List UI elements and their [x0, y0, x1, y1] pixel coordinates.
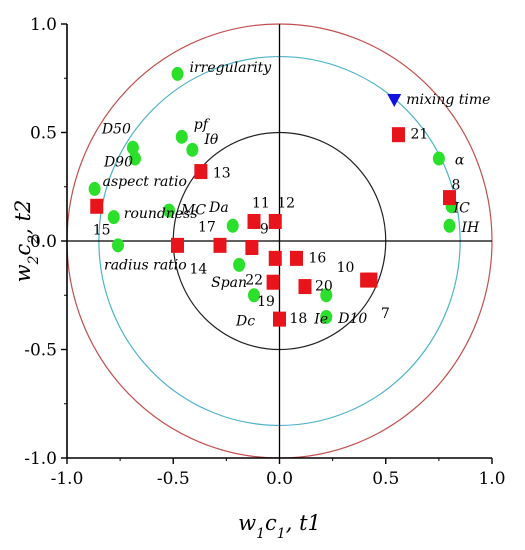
- x-variable-label: D90: [103, 155, 133, 171]
- x-tick-label: -0.5: [157, 469, 190, 489]
- sample-label: 10: [337, 260, 355, 276]
- sample-label: 13: [213, 166, 231, 182]
- sample-point: [245, 240, 259, 256]
- x-variable-label: Dc: [235, 313, 255, 329]
- y-tick-label: 0.0: [30, 232, 57, 252]
- sample-label: 8: [452, 178, 461, 194]
- x-variable-label: Span: [211, 275, 247, 291]
- sample-label: 12: [277, 195, 295, 211]
- x-variable-label: pf: [194, 117, 211, 133]
- sample-point: [360, 272, 374, 288]
- data-marks: [88, 66, 458, 327]
- sample-label: 15: [93, 222, 111, 238]
- x-variable-label: radius ratio: [104, 257, 187, 273]
- x-variable-point: [320, 309, 333, 324]
- sample-point: [90, 198, 104, 214]
- y-tick-label: -1.0: [24, 449, 57, 469]
- x-variable-point: [126, 140, 139, 155]
- sample-point: [392, 127, 405, 143]
- sample-label: 20: [315, 279, 333, 295]
- x-variable-point: [233, 257, 246, 272]
- y-tick-label: 1.0: [30, 15, 57, 35]
- sample-label: 7: [381, 306, 390, 322]
- x-variable-point: [107, 210, 120, 225]
- sample-point: [266, 274, 280, 290]
- x-variable-label: irregularity: [190, 60, 273, 76]
- sample-point: [268, 250, 282, 266]
- data-labels: irregularity pf D50 D90 Iθ aspect ratio MCroun…: [93, 60, 491, 329]
- x-axis-label: w1c1, t1: [238, 511, 321, 542]
- x-tick-label: 0.0: [266, 469, 293, 489]
- sample-label: 21: [411, 127, 429, 143]
- axes: [61, 23, 493, 464]
- x-variable-point: [129, 151, 141, 166]
- x-variable-point: [171, 66, 184, 81]
- x-variable-point: [88, 181, 101, 196]
- x-variable-label: MC: [180, 203, 206, 219]
- sample-point: [213, 237, 227, 253]
- x-variable-label: aspect ratio: [103, 174, 187, 190]
- x-variable-point: [443, 218, 456, 233]
- sample-label: 14: [190, 261, 208, 277]
- x-variable-label: roundness: [124, 206, 198, 222]
- y-variable-point: [387, 93, 402, 107]
- y-tick-label: 0.5: [30, 124, 57, 144]
- y-variable-label: mixing time: [406, 92, 490, 108]
- y-tick-label: -0.5: [24, 341, 57, 361]
- sample-label: 19: [257, 294, 275, 310]
- x-variable-point: [432, 151, 445, 166]
- x-variable-label: IC: [453, 200, 471, 216]
- sample-label: 9: [260, 222, 269, 238]
- x-variable-label: α: [455, 153, 465, 169]
- x-variable-point: [226, 218, 239, 233]
- x-variable-label: Ie: [313, 311, 328, 327]
- x-variable-label: D50: [101, 122, 131, 138]
- sample-label: 17: [198, 219, 216, 235]
- x-variable-label: D10: [337, 311, 367, 327]
- sample-point: [268, 213, 282, 229]
- x-variable-label: IH: [461, 220, 481, 236]
- sample-label: 22: [245, 272, 263, 288]
- x-variable-point: [175, 129, 188, 144]
- x-variable-point: [248, 288, 260, 303]
- x-variable-point: [186, 142, 199, 157]
- sample-point: [273, 311, 286, 327]
- sample-point: [443, 190, 456, 206]
- tick-labels: -1.0 -0.5 0.0 0.5 1.0 1.0 0.5 0.0 -0.5 -1.0: [24, 15, 505, 489]
- x-tick-label: 1.0: [478, 469, 505, 489]
- sample-label: 18: [290, 311, 308, 327]
- x-variable-point: [320, 288, 333, 303]
- sample-point: [290, 250, 303, 266]
- x-variable-point: [163, 203, 175, 218]
- sample-point: [298, 279, 312, 295]
- x-tick-label: 0.5: [372, 469, 399, 489]
- sample-label: 16: [309, 250, 327, 266]
- sample-point: [171, 237, 184, 253]
- y-axis-label: w2c2, t2: [11, 200, 42, 283]
- x-tick-label: -1.0: [51, 469, 84, 489]
- x-variable-label: Da: [208, 200, 229, 216]
- x-variable-label: Iθ: [203, 132, 219, 148]
- x-variable-point: [112, 238, 124, 253]
- sample-label: 11: [252, 195, 270, 211]
- sample-point: [247, 213, 261, 229]
- sample-point: [194, 164, 208, 180]
